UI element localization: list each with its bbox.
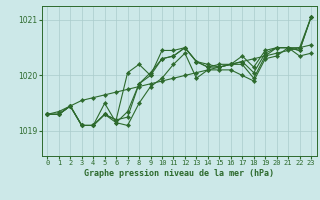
X-axis label: Graphe pression niveau de la mer (hPa): Graphe pression niveau de la mer (hPa) <box>84 169 274 178</box>
